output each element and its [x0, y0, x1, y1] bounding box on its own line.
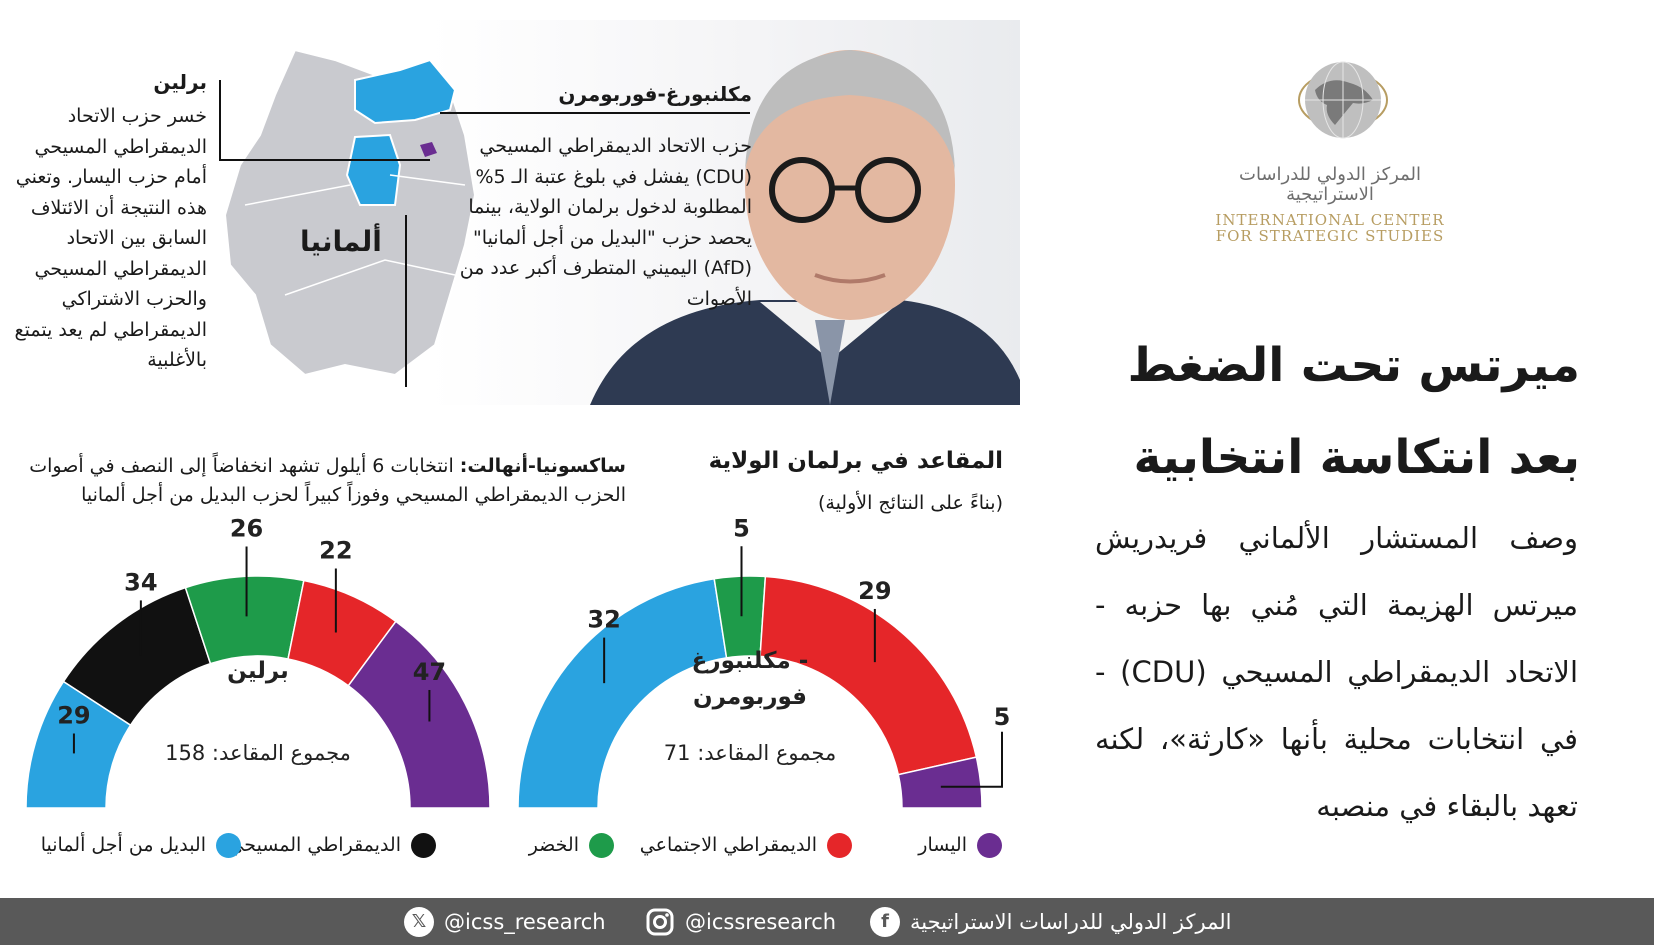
- logo-english-1: INTERNATIONAL CENTER: [1215, 211, 1445, 229]
- footer-bar: f المركز الدولي للدراسات الاستراتيجية @i…: [0, 898, 1654, 945]
- legend-swatch: [411, 832, 436, 858]
- footer-x[interactable]: 𝕏 @icss_research: [404, 898, 606, 945]
- legend-label: الديمقراطي الاجتماعي: [639, 834, 817, 856]
- legend-item: اليسار: [918, 830, 1002, 860]
- portrait-illustration: [430, 20, 1020, 405]
- facebook-icon: f: [870, 906, 900, 937]
- saxony-text: انتخابات 6 أيلول تشهد انخفاضاً إلى النصف…: [29, 455, 626, 506]
- saxony-description: ساكسونيا-أنهالت: انتخابات 6 أيلول تشهد ا…: [0, 452, 626, 510]
- legend-swatch: [216, 832, 241, 858]
- chart-value-label: 22: [319, 537, 352, 565]
- seats-section-title: المقاعد في برلمان الولاية: [708, 448, 1003, 474]
- chart-total-label: مجموع المقاعد: 158: [165, 741, 351, 765]
- chart-center-title: برلين: [227, 658, 289, 684]
- saxony-anhalt-region: [345, 133, 402, 206]
- footer-instagram[interactable]: @icssresearch: [645, 898, 836, 945]
- berlin-callout-title: برلين: [153, 70, 207, 94]
- berlin-region: [420, 142, 437, 157]
- map-callout-lines: [219, 80, 750, 387]
- headline-line-1: ميرتس تحت الضغط: [1127, 338, 1580, 393]
- legend-label: الخضر: [528, 834, 579, 856]
- chart-value-label: 5: [733, 514, 750, 542]
- chart-value-label: 5: [994, 703, 1011, 731]
- logo-english-2: FOR STRATEGIC STUDIES: [1215, 227, 1445, 245]
- legend-label: اليسار: [918, 834, 967, 856]
- mv-callout-text: حزب الاتحاد الديمقراطي المسيحي (CDU) يفش…: [459, 135, 752, 310]
- berlin-callout-text: خسر حزب الاتحاد الديمقراطي المسيحي أمام …: [14, 105, 207, 371]
- legend-swatch: [589, 832, 614, 858]
- chart-value-label: 26: [230, 514, 263, 542]
- logo-globe-icon: [1298, 61, 1388, 139]
- footer-x-text: @icss_research: [444, 909, 606, 934]
- chart-leader-line: [940, 731, 1003, 788]
- chart-total-label: مجموع المقاعد: 71: [664, 741, 836, 765]
- legend-label: البديل من أجل ألمانيا: [40, 834, 206, 856]
- map-country-label: ألمانيا: [300, 225, 382, 258]
- chart-segment: [517, 577, 728, 809]
- x-icon: 𝕏: [404, 906, 434, 937]
- chart-value-label: 29: [858, 577, 891, 605]
- chart-value-label: 34: [124, 568, 157, 596]
- footer-instagram-text: @icssresearch: [685, 909, 837, 934]
- chart-value-label: 29: [57, 702, 90, 730]
- legend-item: الخضر: [529, 830, 614, 860]
- chart-segment: [347, 620, 491, 809]
- germany-map: [225, 48, 477, 377]
- legend-label: الديمقراطي المسيحي: [228, 834, 401, 856]
- footer-facebook[interactable]: f المركز الدولي للدراسات الاستراتيجية: [870, 898, 1231, 945]
- saxony-title: ساكسونيا-أنهالت:: [459, 455, 626, 477]
- legend-item: الديمقراطي الاجتماعي: [640, 830, 852, 860]
- legend-item: الديمقراطي المسيحي: [228, 830, 436, 860]
- legend-item: البديل من أجل ألمانيا: [41, 830, 241, 860]
- seat-charts: 32 5 29 5 مكلنبورغ - فوربومرن مجموع المقاعد: 7…: [25, 514, 1011, 809]
- chart-segment: [897, 756, 983, 809]
- seats-section-subtitle: (بناءً على النتائج الأولية): [817, 492, 1003, 514]
- mv-callout-title: مكلنبورغ-فوربومرن: [558, 82, 752, 106]
- chart-value-label: 47: [413, 658, 446, 686]
- chart-center-title: مكلنبورغ -: [692, 648, 809, 674]
- legend-swatch: [977, 832, 1002, 858]
- chart-segment: [759, 575, 978, 776]
- logo-arabic: المركز الدولي للدراسات الاستراتيجية: [1239, 164, 1421, 205]
- body-text: وصف المستشار الألماني فريدريش ميرتس الهز…: [1095, 521, 1578, 823]
- chart-value-label: 32: [587, 606, 620, 634]
- chart-center-title: فوربومرن: [693, 684, 807, 710]
- headline-line-2: بعد انتكاسة انتخابية: [1133, 430, 1581, 485]
- mv-region: [354, 58, 457, 125]
- legend-swatch: [827, 832, 852, 858]
- instagram-icon: [646, 908, 674, 935]
- footer-facebook-text: المركز الدولي للدراسات الاستراتيجية: [910, 909, 1232, 934]
